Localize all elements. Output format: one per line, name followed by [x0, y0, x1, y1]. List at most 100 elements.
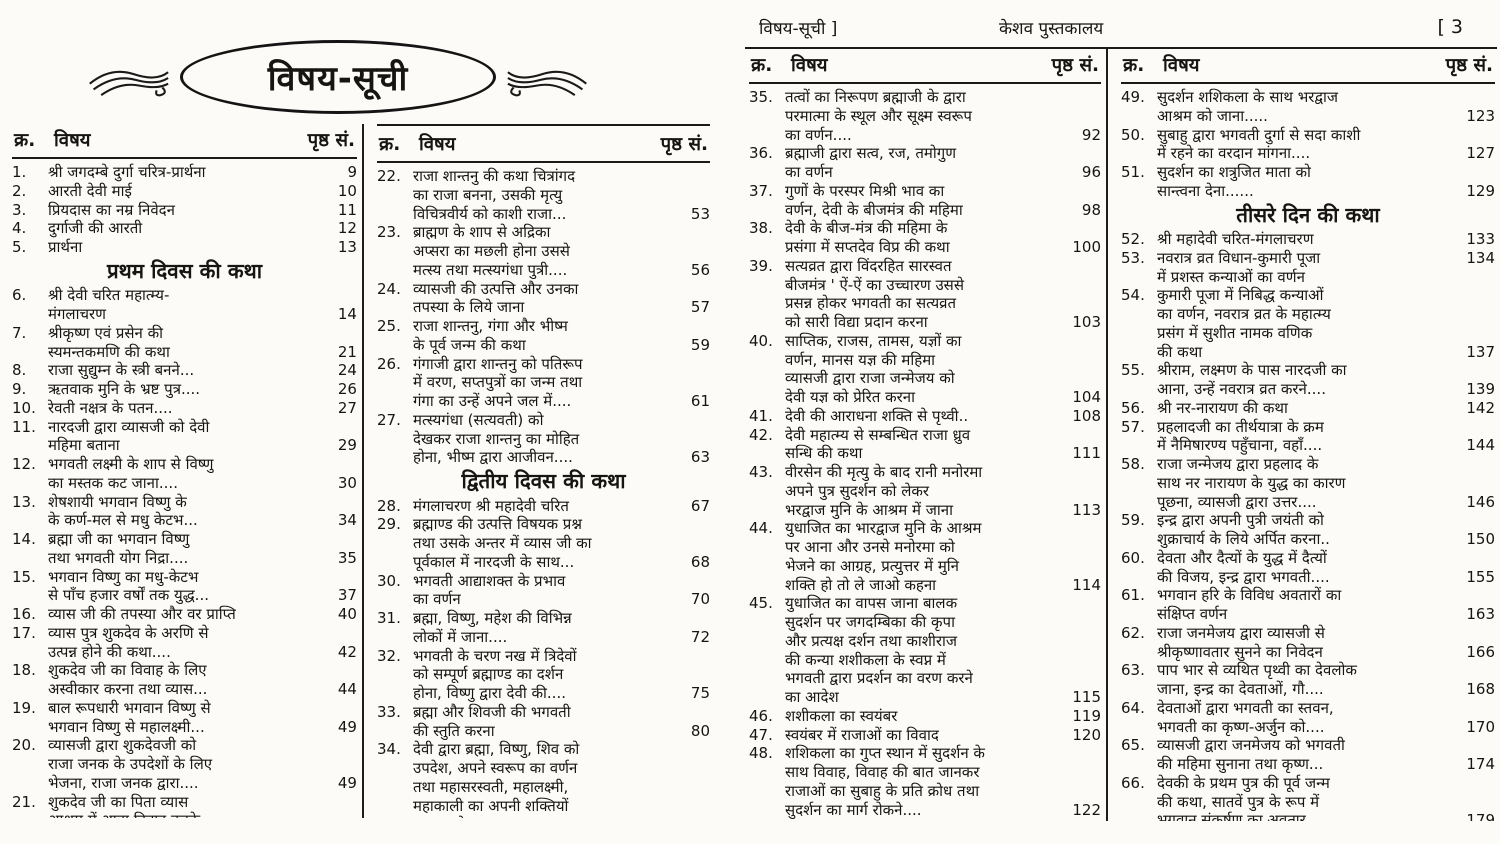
entry-text: की स्तुति करना	[412, 721, 495, 740]
entry-text: तत्वों का निरूपण ब्रह्माजी के द्वारा	[785, 88, 966, 106]
entry-page-number: 11	[337, 200, 357, 219]
entry-serial-number: 49.	[1121, 88, 1145, 106]
entry-text: शक्ति हो तो ले जाओ कहना	[785, 575, 937, 594]
right-page: विषय-सूची ] केशव पुस्तकालय [ 3 क्र. विषय…	[745, 0, 1497, 844]
entry-page-number: 174	[1466, 755, 1495, 774]
entry-text: राजा शान्तनु, गंगा और भीष्म	[412, 317, 568, 335]
entry-text: सान्त्वना देना......	[1157, 181, 1254, 200]
toc-entry: 30. भगवती आद्याशक्त के प्रभाव का वर्णन 70	[377, 572, 710, 610]
entry-text: को सारी विद्या प्रदान करना	[785, 313, 928, 331]
entry-text: होना, भीष्म द्वारा आजीवन....	[412, 448, 573, 467]
toc-entry: 23. ब्राह्मण के शाप से अद्रिका अप्सरा का म…	[377, 223, 710, 279]
toc-entry: 58. राजा जन्मेजय द्वारा प्रहलाद के साथ नर …	[1121, 455, 1495, 511]
entry-serial-number: 31.	[376, 609, 401, 628]
entry-text: का वर्णन	[412, 590, 461, 609]
entry-serial-number: 19.	[12, 698, 36, 717]
entry-text: का मस्तक कट जाना....	[48, 473, 178, 492]
toc-column-4: क्र. विषय पृष्ठ सं. 49. सुदर्शन शशिकला के…	[1111, 49, 1497, 821]
toc-entry: 7. श्रीकृष्ण एवं प्रसेन की स्यमन्तकमणि की …	[12, 324, 357, 362]
entry-text: साथ विवाह, विवाह की बात जानकर	[785, 763, 980, 781]
entry-text: दुर्गाजी की आरती	[48, 219, 143, 238]
entry-text: राजा जन्मेजय द्वारा प्रहलाद के	[1157, 455, 1319, 474]
entry-serial-number: 25.	[376, 317, 401, 335]
entry-serial-number: 59.	[1121, 511, 1145, 530]
entry-text: प्रार्थना	[48, 238, 83, 256]
toc-entry: 31. ब्रह्मा, विष्णु, महेश की विभिन्न लोकों…	[377, 609, 710, 647]
entry-text: में रहने का वरदान मांगना....	[1157, 144, 1311, 163]
entry-page-number: 29	[337, 436, 357, 455]
entry-text: भेजने का आग्रह, प्रत्युत्तर में मुनि	[785, 556, 960, 575]
entry-text: शशिकला का गुप्त स्थान में सुदर्शन के	[785, 744, 985, 763]
entry-text: ब्रह्मा जी का भगवान विष्णु	[48, 530, 190, 549]
entry-text: भगवान विष्णु से महालक्ष्मी...	[48, 717, 205, 736]
toc-entry: 17. व्यास पुत्र शुकदेव के अरणि से उत्पन्न …	[12, 624, 357, 662]
entry-text: और प्रत्यक्ष दर्शन तथा काशीराज	[785, 631, 958, 650]
entry-serial-number: 35.	[749, 88, 773, 106]
entry-page-number: 142	[1466, 398, 1495, 417]
column-header: क्र. विषय पृष्ठ सं.	[12, 124, 357, 159]
entry-text: श्रीकृष्ण एवं प्रसेन की	[48, 323, 164, 342]
entry-text: सन्धि की कथा	[785, 444, 863, 463]
header-pageno-label: पृष्ठ सं.	[660, 134, 708, 155]
entry-serial-number: 18.	[12, 661, 36, 680]
entry-page-number: 40	[337, 605, 357, 624]
entry-page-number: 134	[1466, 248, 1495, 267]
entry-text: भगवती का कृष्ण-अर्जुन को....	[1157, 717, 1325, 736]
entry-page-number: 123	[1466, 106, 1495, 125]
entry-text: आरती देवी माई	[48, 181, 132, 200]
entry-page-number: 49	[337, 773, 357, 792]
entry-serial-number: 47.	[749, 725, 773, 744]
toc-entry: 39. सत्यव्रत द्वारा विंदरहित सारस्वत बीजमं…	[749, 257, 1101, 332]
entry-serial-number: 15.	[12, 567, 36, 586]
entry-text: मंगलाचरण श्री महादेवी चरित	[412, 496, 569, 515]
header-pageno-label: पृष्ठ सं.	[1051, 55, 1099, 76]
entry-serial-number: 65.	[1121, 736, 1145, 755]
entry-text: देवी के बीज-मंत्र की महिमा के	[785, 219, 948, 238]
entry-page-number: 127	[1466, 144, 1495, 163]
entry-serial-number: 40.	[749, 331, 773, 350]
toc-entry: 13. शेषशायी भगवान विष्णु के के कर्ण-मल से …	[12, 493, 357, 531]
entry-serial-number: 12.	[12, 455, 36, 474]
entry-text: राजा जनक के उपदेशों के लिए	[48, 755, 213, 774]
entry-page-number: 129	[1466, 181, 1495, 200]
entry-page-number: 115	[1072, 688, 1101, 706]
entry-page-number: 88	[680, 815, 710, 818]
entry-serial-number: 17.	[12, 623, 36, 642]
toc-entry: 4. दुर्गाजी की आरती 12	[12, 219, 357, 238]
entry-text: भगवती द्वारा प्रदर्शन का वरण करने	[785, 669, 973, 688]
entry-page-number: 92	[1081, 125, 1101, 144]
entry-serial-number: 44.	[749, 519, 773, 538]
column-divider	[1106, 49, 1108, 821]
toc-entry: 24. व्यासजी की उत्पत्ति और उनका तपस्या के …	[377, 280, 710, 318]
entry-text: स्वयंबर में राजाओं का विवाद	[785, 725, 939, 744]
entry-serial-number: 60.	[1121, 548, 1145, 567]
entry-serial-number: 53.	[1121, 248, 1145, 267]
section-heading: प्रथम दिवस की कथा	[106, 258, 263, 283]
toc-entry: 34. देवी द्वारा ब्रह्मा, विष्णु, शिव को उप…	[377, 740, 710, 818]
entry-text: आश्रम में आना विवाह करके	[48, 811, 357, 818]
entry-text: का वर्णन	[785, 163, 833, 181]
toc-entry: 18. शुकदेव जी का विवाह के लिए अस्वीकार करन…	[12, 661, 357, 699]
entry-serial-number: 57.	[1121, 417, 1145, 436]
entry-text: के पूर्व जन्म की कथा	[412, 335, 526, 354]
toc-entry: 66. देवकी के प्रथम पुत्र की पूर्व जन्म की …	[1121, 774, 1495, 821]
column-header: क्र. विषय पृष्ठ सं.	[1121, 49, 1495, 84]
entry-text: प्रसन्न होकर भगवती का सत्यव्रत	[785, 294, 957, 313]
entry-page-number: 179	[1466, 811, 1495, 821]
entry-serial-number: 16.	[12, 605, 36, 624]
entry-page-number: 14	[337, 305, 357, 324]
entry-page-number: 119	[1072, 706, 1101, 725]
entry-text: शुकदेव जी का पिता व्यास	[48, 792, 189, 811]
entry-serial-number: 41.	[749, 406, 773, 425]
entry-page-number: 56	[690, 260, 710, 279]
entry-text: प्रसंगा में सप्तदेव विप्र की कथा	[785, 238, 950, 256]
entry-text: भगवती लक्ष्मी के शाप से विष्णु	[48, 455, 214, 474]
entry-text: उत्पन्न होने की कथा....	[48, 642, 171, 661]
entry-text: राजा जनमेजय द्वारा व्यासजी से	[1157, 623, 1325, 642]
entry-serial-number: 66.	[1121, 773, 1145, 792]
entry-serial-number: 2.	[12, 181, 27, 200]
toc-entry: 59. इन्द्र द्वारा अपनी पुत्री जयंती को शुक…	[1121, 511, 1495, 549]
header-serial-label: क्र.	[14, 130, 36, 151]
toc-entry: 21. शुकदेव जी का पिता व्यासआश्रम में आना …	[12, 793, 357, 818]
entry-page-number: 120	[1072, 725, 1101, 744]
